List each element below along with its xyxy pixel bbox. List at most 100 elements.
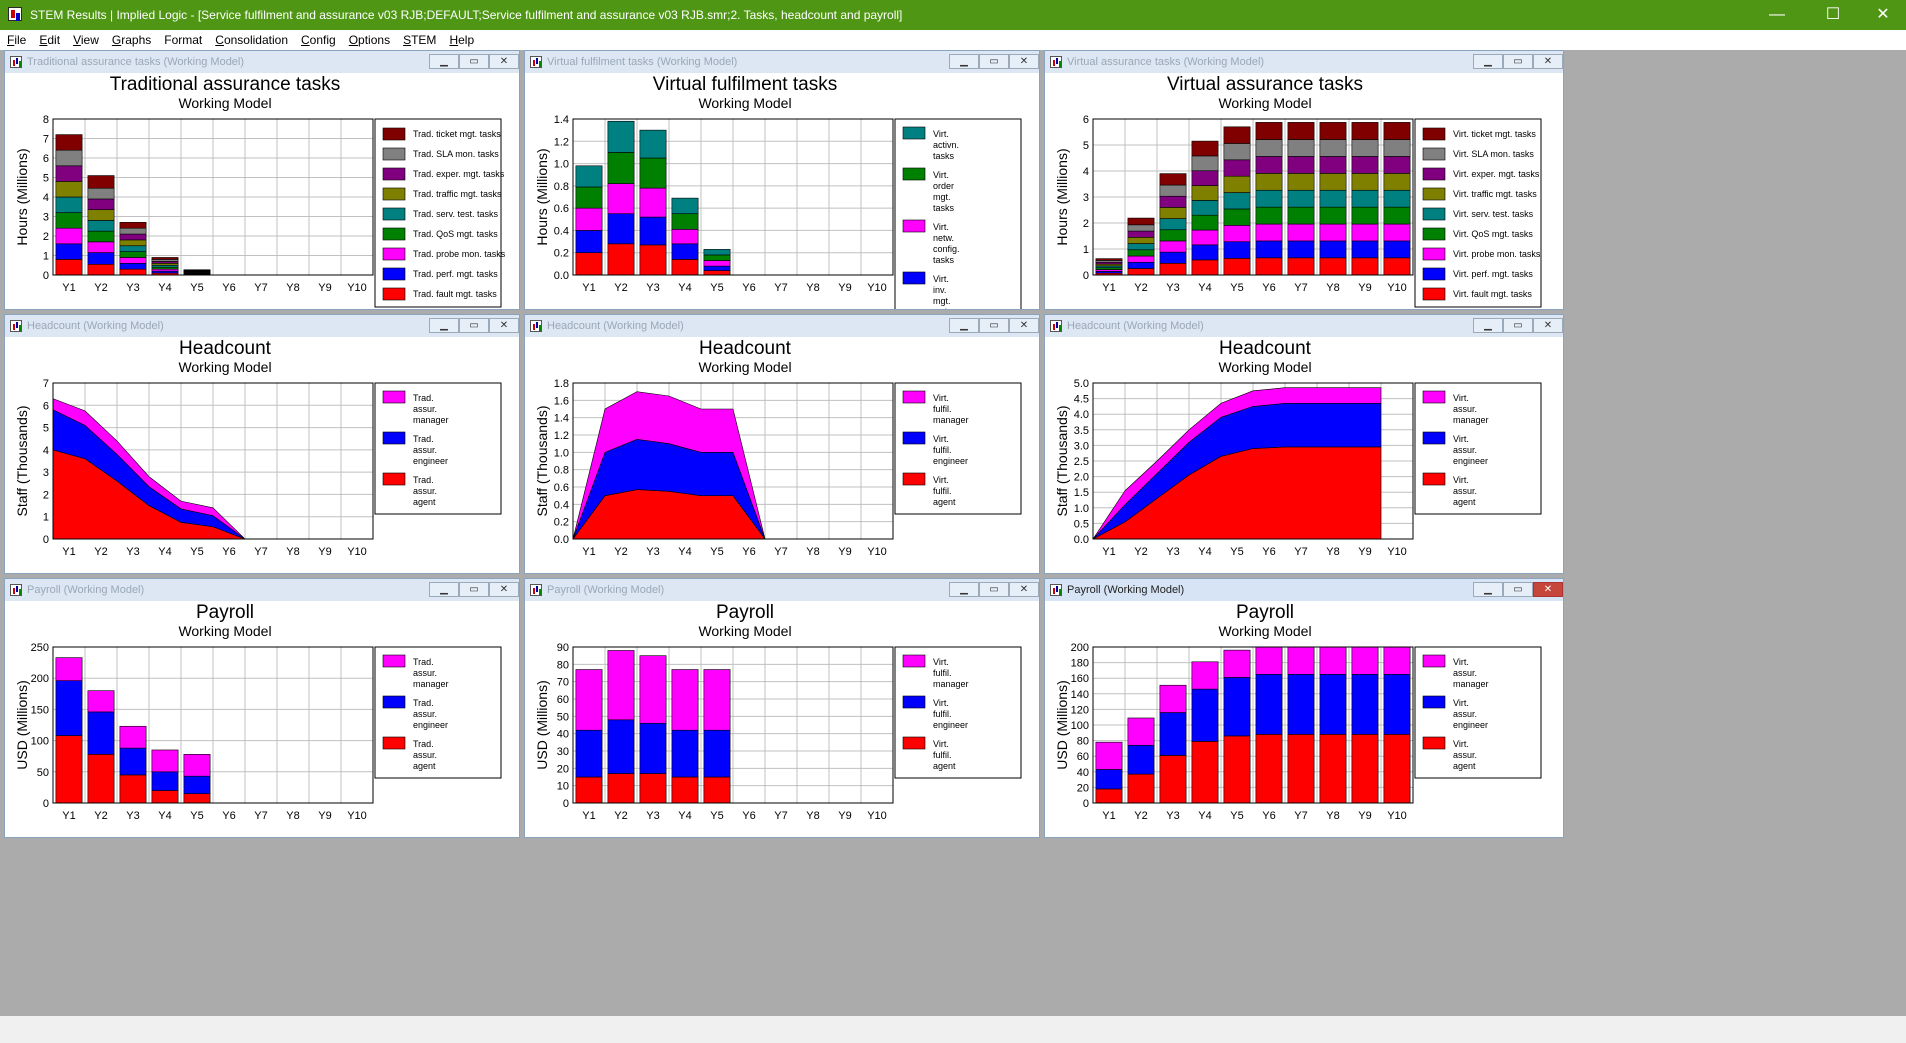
window-restore-button[interactable]: ▭ [979, 582, 1009, 597]
window-restore-button[interactable]: ▭ [1503, 318, 1533, 333]
chart-window[interactable]: Traditional assurance tasks (Working Mod… [4, 50, 520, 310]
window-minimize-button[interactable]: ▁ [949, 582, 979, 597]
x-tick-label: Y10 [1387, 810, 1407, 822]
chart-window-icon [530, 584, 542, 596]
window-restore-button[interactable]: ▭ [1503, 582, 1533, 597]
window-minimize-button[interactable]: ▁ [1473, 54, 1503, 69]
y-tick-label: 80 [1077, 736, 1089, 748]
y-tick-label: 80 [557, 659, 569, 671]
menu-options[interactable]: Options [348, 33, 391, 47]
legend-label: Virt. [1453, 657, 1469, 667]
bar-segment [639, 157, 667, 189]
window-minimize-button[interactable]: ▁ [1473, 318, 1503, 333]
window-close-button[interactable]: ✕ [489, 54, 519, 69]
window-restore-button[interactable]: ▭ [979, 318, 1009, 333]
menu-consolidation[interactable]: Consolidation [215, 33, 288, 47]
window-minimize-button[interactable]: ▁ [1473, 582, 1503, 597]
bar-segment [119, 222, 147, 229]
window-caption-title: Headcount (Working Model) [547, 320, 684, 332]
legend-label: Trad. fault mgt. tasks [413, 289, 497, 299]
bar-segment [1127, 217, 1155, 226]
chart-window[interactable]: Payroll (Working Model) ▁ ▭ ✕ Payroll Working… [4, 578, 520, 838]
menu-edit[interactable]: Edit [39, 33, 61, 47]
window-restore-button[interactable]: ▭ [459, 54, 489, 69]
x-tick-label: Y5 [710, 282, 723, 294]
bar-segment [1383, 189, 1411, 208]
legend-swatch [1422, 431, 1446, 445]
window-restore-button[interactable]: ▭ [979, 54, 1009, 69]
window-close-button[interactable]: ✕ [1533, 582, 1563, 597]
window-minimize-button[interactable]: ▁ [429, 54, 459, 69]
window-close-button[interactable]: ✕ [1009, 54, 1039, 69]
window-close-button[interactable]: ✕ [1533, 54, 1563, 69]
bar-segment [1191, 185, 1219, 201]
legend-label: fulfil. [933, 445, 952, 455]
menu-graphs[interactable]: Graphs [111, 33, 152, 47]
x-tick-label: Y2 [94, 282, 107, 294]
minimize-button[interactable]: — [1769, 6, 1785, 23]
window-caption[interactable]: Payroll (Working Model) ▁ ▭ ✕ [5, 579, 519, 601]
menu-format[interactable]: Format [164, 33, 203, 47]
window-restore-button[interactable]: ▭ [1503, 54, 1533, 69]
legend-label: assur. [413, 750, 437, 760]
window-caption[interactable]: Headcount (Working Model) ▁ ▭ ✕ [5, 315, 519, 337]
legend-label: assur. [1453, 709, 1477, 719]
x-tick-label: Y8 [806, 546, 819, 558]
bar-segment [575, 165, 603, 188]
menu-stem[interactable]: STEM [403, 33, 437, 47]
window-close-button[interactable]: ✕ [489, 318, 519, 333]
window-minimize-button[interactable]: ▁ [429, 582, 459, 597]
legend-label: Trad. SLA mon. tasks [413, 149, 499, 159]
window-restore-button[interactable]: ▭ [459, 582, 489, 597]
x-tick-label: Y5 [190, 810, 203, 822]
bar-segment [1191, 155, 1219, 172]
close-button[interactable]: ✕ [1876, 6, 1890, 23]
window-caption-title: Virtual fulfilment tasks (Working Model) [547, 56, 738, 68]
bar-segment [87, 252, 115, 265]
chart-window[interactable]: Headcount (Working Model) ▁ ▭ ✕ Headcount Wor… [4, 314, 520, 574]
status-area [0, 1016, 1906, 1043]
window-caption-title: Payroll (Working Model) [1067, 584, 1185, 596]
y-tick-label: 2 [43, 231, 49, 243]
window-caption[interactable]: Virtual fulfilment tasks (Working Model)… [525, 51, 1039, 73]
window-minimize-button[interactable]: ▁ [429, 318, 459, 333]
menu-help[interactable]: Help [449, 33, 475, 47]
legend-label: assur. [1453, 445, 1477, 455]
window-close-button[interactable]: ✕ [1009, 582, 1039, 597]
maximize-button[interactable]: ☐ [1825, 6, 1841, 23]
menu-config[interactable]: Config [301, 33, 336, 47]
window-caption[interactable]: Virtual assurance tasks (Working Model) ▁… [1045, 51, 1563, 73]
menu-view[interactable]: View [73, 33, 99, 47]
window-minimize-button[interactable]: ▁ [949, 54, 979, 69]
y-tick-label: 6 [1083, 114, 1089, 126]
chart-window[interactable]: Payroll (Working Model) ▁ ▭ ✕ Payroll Working… [1044, 578, 1564, 838]
chart-window[interactable]: Payroll (Working Model) ▁ ▭ ✕ Payroll Working… [524, 578, 1040, 838]
window-close-button[interactable]: ✕ [1009, 318, 1039, 333]
chart-window[interactable]: Virtual fulfilment tasks (Working Model)… [524, 50, 1040, 310]
bar-segment [575, 186, 603, 209]
legend-swatch [1422, 247, 1446, 261]
window-caption[interactable]: Payroll (Working Model) ▁ ▭ ✕ [525, 579, 1039, 601]
legend-label: Virt. [933, 222, 949, 232]
window-caption[interactable]: Payroll (Working Model) ▁ ▭ ✕ [1045, 579, 1563, 601]
window-close-button[interactable]: ✕ [1533, 318, 1563, 333]
menu-file[interactable]: File [7, 33, 27, 47]
chart-subtitle: Working Model [178, 359, 271, 375]
window-minimize-button[interactable]: ▁ [949, 318, 979, 333]
chart-window[interactable]: Virtual assurance tasks (Working Model) ▁… [1044, 50, 1564, 310]
y-tick-label: 0.8 [554, 181, 569, 193]
window-restore-button[interactable]: ▭ [459, 318, 489, 333]
bar-segment [55, 165, 83, 182]
bar-segment [607, 650, 635, 721]
window-caption[interactable]: Headcount (Working Model) ▁ ▭ ✕ [525, 315, 1039, 337]
chart-window[interactable]: Headcount (Working Model) ▁ ▭ ✕ Headcount Wor… [1044, 314, 1564, 574]
window-caption[interactable]: Headcount (Working Model) ▁ ▭ ✕ [1045, 315, 1563, 337]
x-tick-label: Y9 [318, 282, 331, 294]
window-caption[interactable]: Traditional assurance tasks (Working Mod… [5, 51, 519, 73]
window-close-button[interactable]: ✕ [489, 582, 519, 597]
x-tick-label: Y8 [806, 810, 819, 822]
x-tick-label: Y2 [614, 546, 627, 558]
legend-swatch [1422, 390, 1446, 404]
bar-segment [639, 655, 667, 724]
chart-window[interactable]: Headcount (Working Model) ▁ ▭ ✕ Headcount Wor… [524, 314, 1040, 574]
